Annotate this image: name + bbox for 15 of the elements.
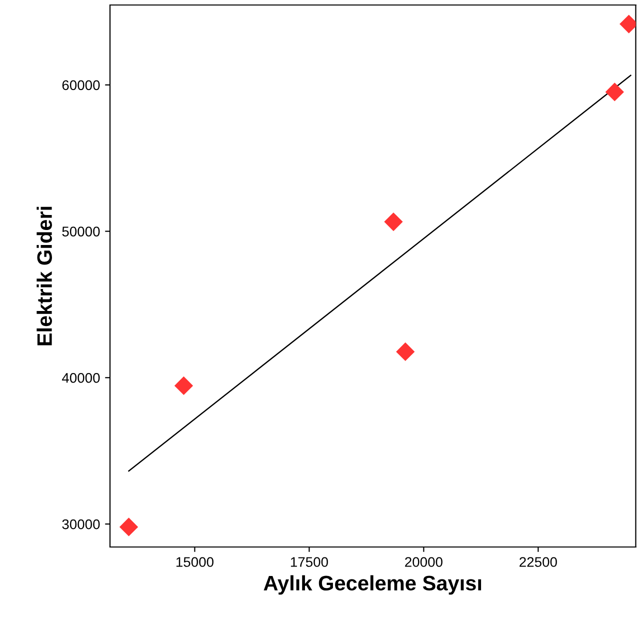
point xyxy=(119,518,138,536)
x-tick-label: 22500 xyxy=(520,557,557,567)
x-tick-label: 20000 xyxy=(405,557,442,567)
x-tick-label: 15000 xyxy=(176,557,214,567)
point xyxy=(384,212,403,232)
y-tick-label: 50000 xyxy=(62,226,100,236)
x-axis-title: Aylık Geceleme Sayısı xyxy=(264,575,482,595)
y-axis-title: Elektrik Gideri xyxy=(36,206,52,346)
point xyxy=(396,342,415,362)
point xyxy=(605,82,624,102)
x-tick-label: 17500 xyxy=(290,557,328,567)
y-tick-label: 40000 xyxy=(62,372,100,383)
point xyxy=(174,376,194,396)
y-tick-label: 60000 xyxy=(62,80,100,90)
y-tick-label: 30000 xyxy=(62,519,100,530)
